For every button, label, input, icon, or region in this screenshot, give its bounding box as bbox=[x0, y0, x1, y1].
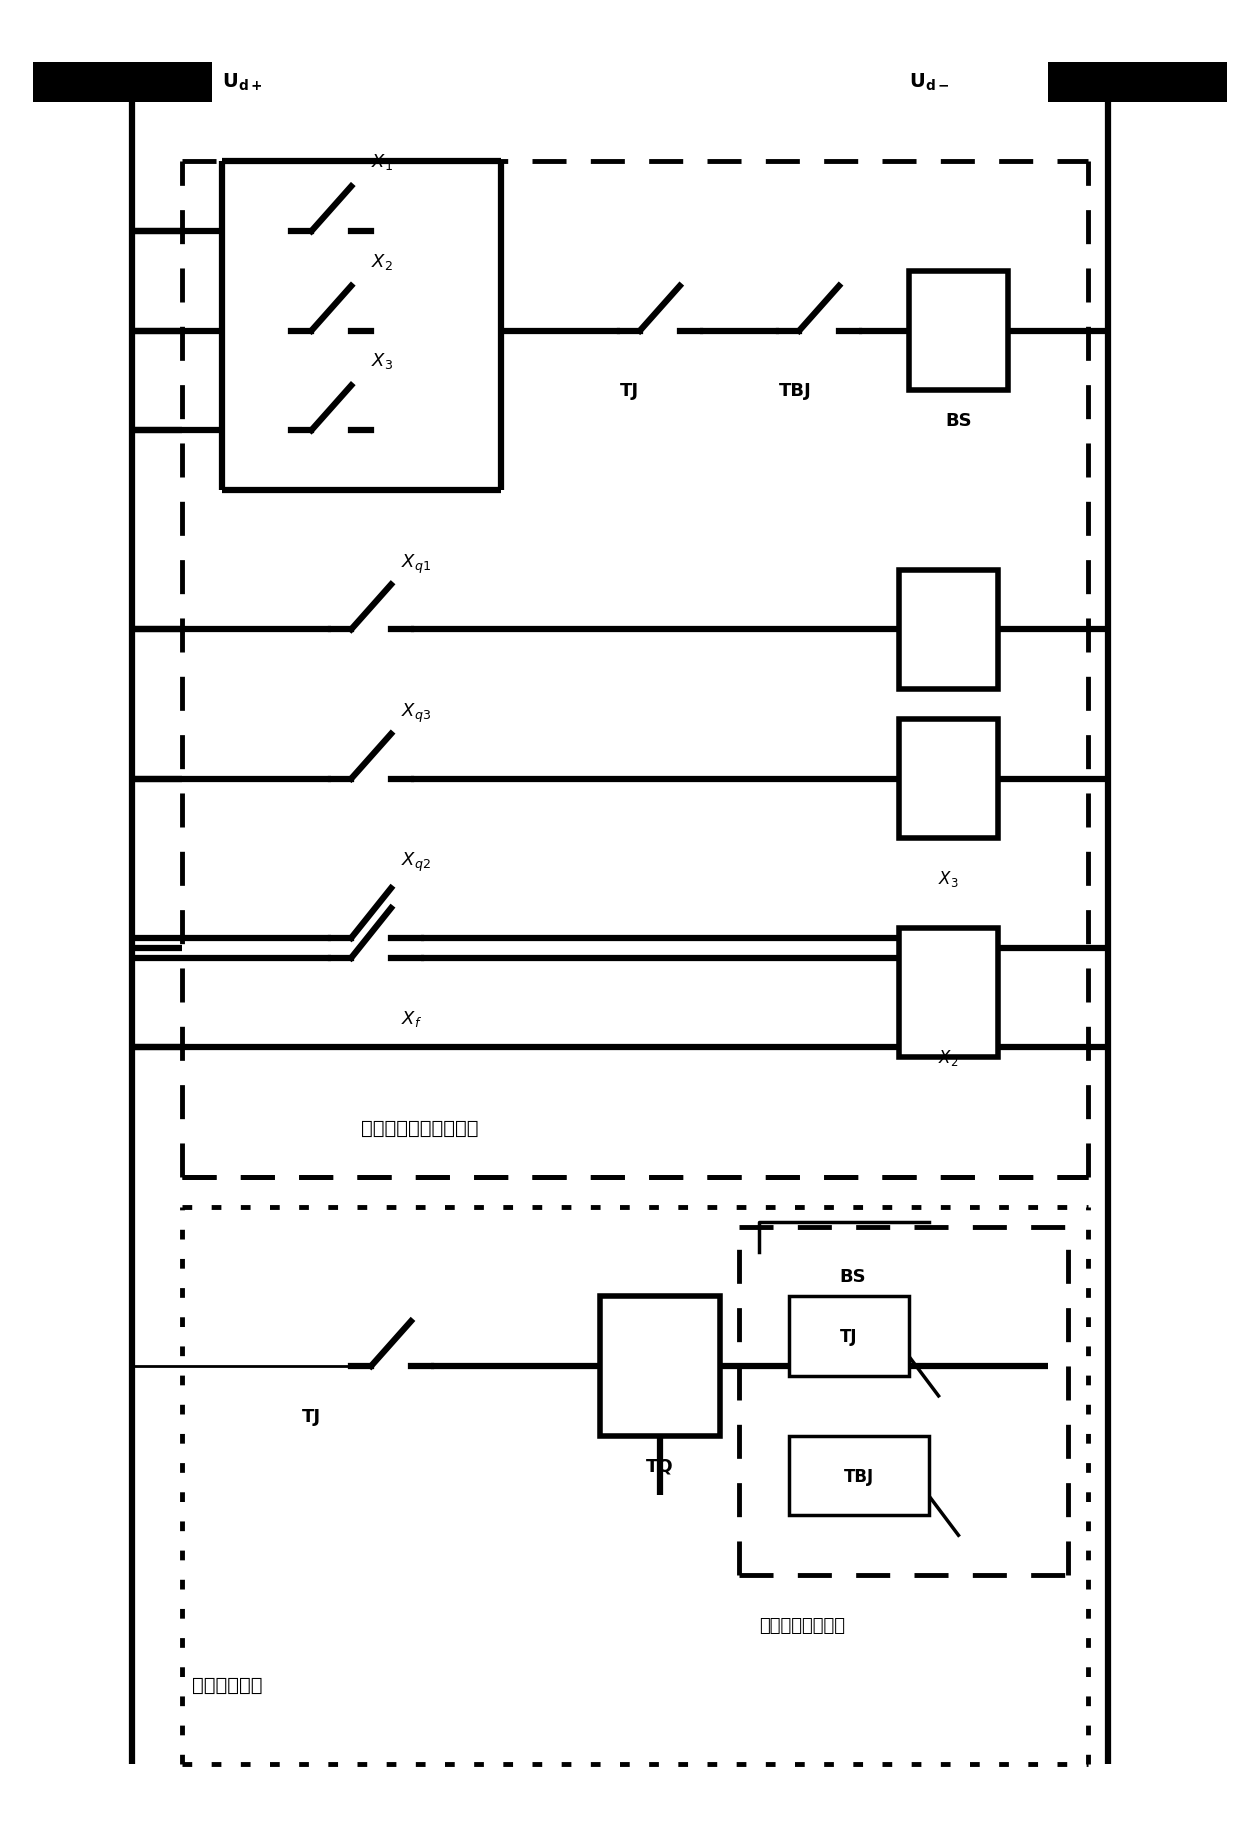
Text: $\mathbf{U_{d+}}$: $\mathbf{U_{d+}}$ bbox=[222, 72, 262, 94]
Text: $X_{q1}$: $X_{q1}$ bbox=[401, 553, 432, 575]
Text: $X_2$: $X_2$ bbox=[371, 251, 393, 272]
Bar bbox=[32, 63, 212, 103]
Text: TQ: TQ bbox=[646, 1456, 673, 1475]
Bar bbox=[899, 719, 998, 839]
Text: BS: BS bbox=[839, 1268, 866, 1286]
Text: 直流偏移闭锁出口回路: 直流偏移闭锁出口回路 bbox=[361, 1118, 479, 1137]
Text: TJ: TJ bbox=[841, 1327, 858, 1345]
Text: $X_3$: $X_3$ bbox=[939, 869, 959, 889]
Text: 直流偏移闭锁模块: 直流偏移闭锁模块 bbox=[759, 1615, 846, 1634]
Text: $X_f$: $X_f$ bbox=[401, 1007, 422, 1027]
Text: TBJ: TBJ bbox=[779, 383, 812, 401]
Bar bbox=[600, 1297, 719, 1436]
Text: $X_3$: $X_3$ bbox=[371, 351, 393, 371]
Text: $X_{q3}$: $X_{q3}$ bbox=[401, 702, 432, 724]
Text: $X_1$: $X_1$ bbox=[371, 152, 393, 172]
Bar bbox=[899, 928, 998, 1057]
Text: 保护出口回路: 保护出口回路 bbox=[192, 1674, 263, 1695]
Text: TJ: TJ bbox=[620, 383, 639, 401]
Text: $X_2$: $X_2$ bbox=[939, 1048, 959, 1068]
Text: TBJ: TBJ bbox=[844, 1467, 874, 1484]
Bar bbox=[899, 571, 998, 689]
Bar bbox=[789, 1436, 929, 1515]
Bar bbox=[1048, 63, 1228, 103]
Text: TJ: TJ bbox=[301, 1406, 321, 1425]
Text: $X_{q2}$: $X_{q2}$ bbox=[401, 850, 430, 874]
Text: $X_1$: $X_1$ bbox=[939, 719, 959, 739]
Text: BS: BS bbox=[945, 412, 972, 431]
Bar bbox=[789, 1297, 909, 1377]
Text: $\mathbf{U_{d-}}$: $\mathbf{U_{d-}}$ bbox=[909, 72, 949, 94]
Bar bbox=[909, 272, 1008, 392]
